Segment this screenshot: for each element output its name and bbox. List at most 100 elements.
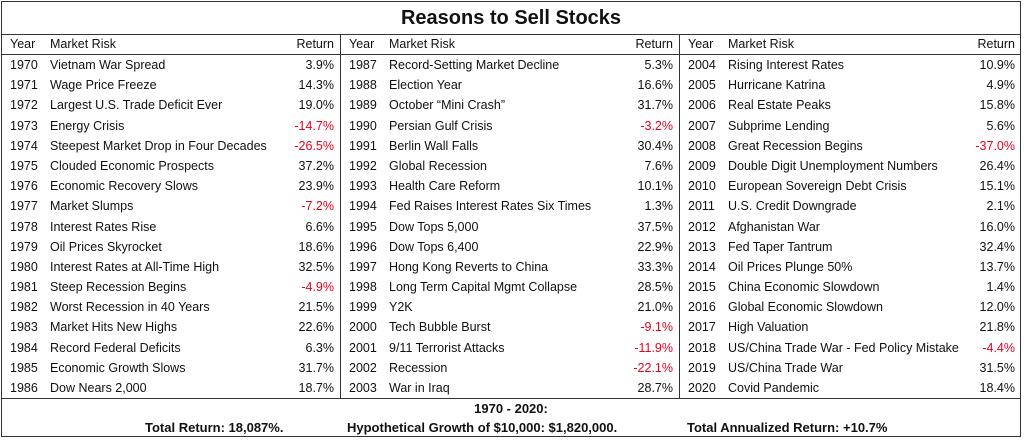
table-row: 1979 Oil Prices Skyrocket 18.6% (2, 237, 340, 257)
table-row: 1990 Persian Gulf Crisis -3.2% (341, 116, 679, 136)
table-row: 1978 Interest Rates Rise 6.6% (2, 217, 340, 237)
return-cell: 31.7% (637, 98, 673, 113)
table-row: 1973 Energy Crisis -14.7% (2, 116, 340, 136)
return-cell: -11.9% (634, 340, 673, 355)
market-risk-cell: October “Mini Crash” (389, 98, 505, 113)
header-market-risk: Market Risk (389, 37, 455, 51)
table-row: 1976 Economic Recovery Slows 23.9% (2, 176, 340, 196)
table-row: 1980 Interest Rates at All-Time High 32.5% (2, 257, 340, 277)
market-risk-cell: US/China Trade War (728, 360, 843, 375)
return-cell: -22.1% (633, 360, 673, 375)
year-cell: 1988 (349, 78, 377, 93)
market-risk-cell: Recession (389, 360, 448, 375)
year-cell: 1982 (10, 300, 38, 315)
year-cell: 1979 (10, 239, 38, 254)
return-cell: 26.4% (979, 158, 1015, 173)
return-cell: -4.4% (982, 340, 1015, 355)
return-cell: -3.2% (640, 118, 673, 133)
year-cell: 2008 (688, 138, 716, 153)
year-cell: 2015 (688, 280, 716, 295)
year-cell: 2019 (688, 360, 716, 375)
table-row: 1986 Dow Nears 2,000 18.7% (2, 378, 340, 398)
return-cell: 18.6% (298, 239, 334, 254)
market-risk-cell: Tech Bubble Burst (389, 320, 491, 335)
year-cell: 2012 (688, 219, 716, 234)
header-return: Return (296, 37, 334, 51)
market-risk-cell: Largest U.S. Trade Deficit Ever (50, 98, 223, 113)
return-cell: 28.5% (637, 280, 673, 295)
year-cell: 2014 (688, 259, 716, 274)
table-row: 1994 Fed Raises Interest Rates Six Times 1… (341, 196, 679, 216)
market-risk-cell: High Valuation (728, 320, 809, 335)
year-cell: 2017 (688, 320, 716, 335)
return-cell: -26.5% (294, 138, 334, 153)
return-cell: 33.3% (637, 259, 673, 274)
market-risk-cell: Steep Recession Begins (50, 280, 187, 295)
market-risk-cell: Global Economic Slowdown (728, 300, 883, 315)
year-cell: 1989 (349, 98, 377, 113)
return-cell: 14.3% (298, 78, 334, 93)
market-risk-cell: Hong Kong Reverts to China (389, 259, 549, 274)
market-risk-cell: US/China Trade War - Fed Policy Mistake (728, 340, 959, 355)
table-column-2: Year Market Risk Return 1987 Record-Setti… (341, 35, 680, 398)
year-cell: 1974 (10, 138, 38, 153)
market-risk-cell: Interest Rates Rise (50, 219, 157, 234)
summary-footer: 1970 - 2020: Total Return: 18,087%. Hypo… (2, 398, 1020, 437)
return-cell: 1.4% (986, 280, 1016, 295)
table-row: 1991 Berlin Wall Falls 30.4% (341, 136, 679, 156)
header-return: Return (635, 37, 673, 51)
table-row: 2011 U.S. Credit Downgrade 2.1% (680, 196, 1021, 216)
year-cell: 2006 (688, 98, 716, 113)
table-row: 2012 Afghanistan War 16.0% (680, 217, 1021, 237)
return-cell: 21.0% (637, 300, 673, 315)
year-cell: 2002 (349, 360, 377, 375)
year-cell: 2009 (688, 158, 716, 173)
column-header: Year Market Risk Return (680, 35, 1021, 55)
return-cell: 21.8% (979, 320, 1015, 335)
market-risk-cell: Health Care Reform (389, 179, 501, 194)
table-row: 2017 High Valuation 21.8% (680, 317, 1021, 337)
year-cell: 1984 (10, 340, 38, 355)
return-cell: -14.7% (294, 118, 334, 133)
table-row: 2008 Great Recession Begins -37.0% (680, 136, 1021, 156)
table-row: 1983 Market Hits New Highs 22.6% (2, 317, 340, 337)
table-row: 1985 Economic Growth Slows 31.7% (2, 358, 340, 378)
return-cell: 31.7% (298, 360, 334, 375)
table-column-3: Year Market Risk Return 2004 Rising Inter… (680, 35, 1021, 398)
return-cell: 3.9% (305, 58, 335, 72)
table-column-1: Year Market Risk Return 1970 Vietnam War … (2, 35, 341, 398)
year-cell: 2000 (349, 320, 377, 335)
return-cell: 6.3% (305, 340, 335, 355)
table-row: 1970 Vietnam War Spread 3.9% (2, 55, 340, 75)
market-risk-cell: Fed Raises Interest Rates Six Times (389, 199, 592, 214)
market-risk-cell: Record-Setting Market Decline (389, 58, 560, 72)
summary-annualized-return: Total Annualized Return: +10.7% (687, 420, 888, 435)
table-row: 2013 Fed Taper Tantrum 32.4% (680, 237, 1021, 257)
return-cell: 37.2% (298, 158, 334, 173)
year-cell: 1999 (349, 300, 377, 315)
year-cell: 1993 (349, 179, 377, 194)
market-risk-cell: War in Iraq (389, 381, 450, 395)
table-row: 1975 Clouded Economic Prospects 37.2% (2, 156, 340, 176)
return-cell: 22.6% (298, 320, 334, 335)
table-row: 2015 China Economic Slowdown 1.4% (680, 277, 1021, 297)
table-row: 2019 US/China Trade War 31.5% (680, 358, 1021, 378)
return-cell: 6.6% (305, 219, 335, 234)
return-cell: 13.7% (979, 259, 1015, 274)
header-year: Year (349, 37, 375, 51)
market-risk-cell: Afghanistan War (728, 219, 820, 234)
market-risk-cell: Double Digit Unemployment Numbers (728, 158, 938, 173)
year-cell: 2007 (688, 118, 716, 133)
return-cell: 21.5% (298, 300, 334, 315)
year-cell: 1997 (349, 259, 377, 274)
market-risk-cell: Vietnam War Spread (50, 58, 166, 72)
return-cell: 16.6% (637, 78, 673, 93)
year-cell: 1975 (10, 158, 38, 173)
year-cell: 1998 (349, 280, 377, 295)
year-cell: 1972 (10, 98, 38, 113)
market-risk-cell: Covid Pandemic (728, 381, 820, 395)
return-cell: 32.5% (298, 259, 334, 274)
table-row: 1995 Dow Tops 5,000 37.5% (341, 217, 679, 237)
table-row: 1997 Hong Kong Reverts to China 33.3% (341, 257, 679, 277)
year-cell: 1976 (10, 179, 38, 194)
